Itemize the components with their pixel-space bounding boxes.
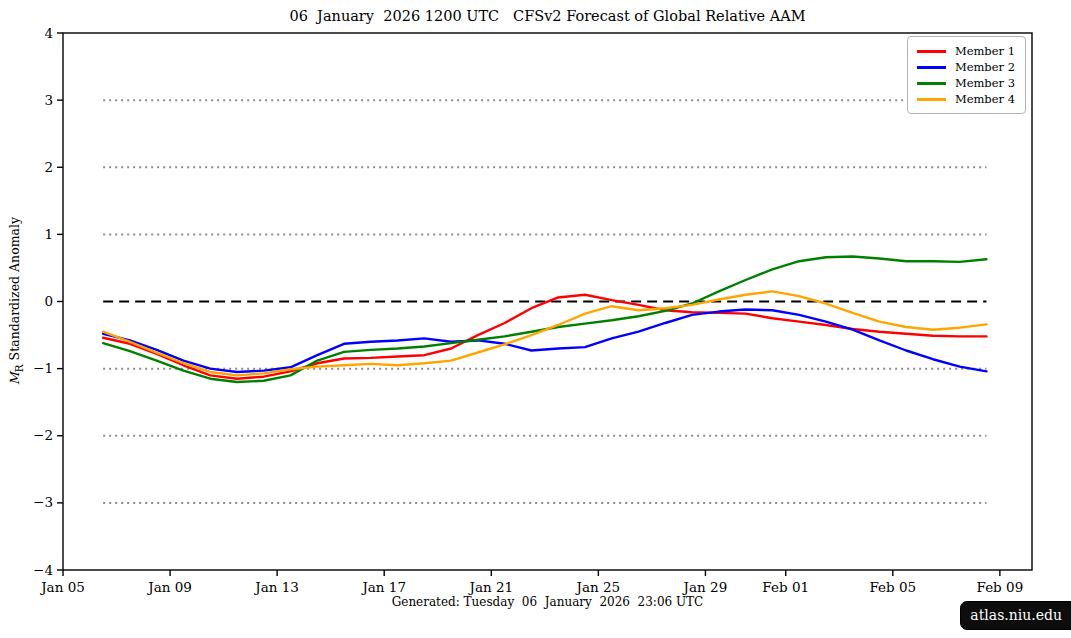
y-tick-label: −3 bbox=[33, 494, 53, 510]
y-tick-label: 3 bbox=[44, 92, 53, 108]
legend-item: Member 3 bbox=[917, 75, 1015, 91]
x-tick-label: Feb 09 bbox=[977, 579, 1024, 595]
y-tick-label: −2 bbox=[33, 427, 53, 443]
legend-item: Member 1 bbox=[917, 43, 1015, 59]
legend-item: Member 2 bbox=[917, 59, 1015, 75]
y-tick-label: 0 bbox=[44, 293, 53, 309]
x-tick-label: Feb 05 bbox=[869, 579, 916, 595]
x-tick-label: Jan 29 bbox=[682, 579, 728, 595]
x-tick-label: Feb 01 bbox=[762, 579, 809, 595]
legend-line-sample bbox=[917, 82, 946, 85]
x-tick-label: Jan 13 bbox=[253, 579, 299, 595]
legend-item: Member 4 bbox=[917, 91, 1015, 107]
legend-label: Member 1 bbox=[955, 43, 1015, 59]
y-tick-label: 4 bbox=[44, 25, 53, 41]
y-tick-label: 2 bbox=[44, 159, 53, 175]
y-tick-label: 1 bbox=[44, 226, 53, 242]
legend: Member 1Member 2Member 3Member 4 bbox=[907, 36, 1026, 114]
x-tick-label: Jan 09 bbox=[146, 579, 192, 595]
series-member-2 bbox=[103, 310, 986, 372]
aam-forecast-figure: 06 January 2026 1200 UTC CFSv2 Forecast … bbox=[0, 0, 1071, 638]
legend-line-sample bbox=[917, 98, 946, 101]
legend-label: Member 4 bbox=[955, 91, 1015, 107]
site-badge: atlas.niu.edu bbox=[960, 601, 1071, 630]
y-tick-label: −4 bbox=[33, 562, 53, 578]
legend-line-sample bbox=[917, 66, 946, 69]
legend-label: Member 3 bbox=[955, 75, 1015, 91]
x-tick-label: Jan 05 bbox=[39, 579, 85, 595]
generated-timestamp: Generated: Tuesday 06 January 2026 23:06… bbox=[63, 595, 1032, 609]
x-tick-label: Jan 25 bbox=[575, 579, 621, 595]
x-tick-label: Jan 21 bbox=[467, 579, 513, 595]
series-member-3 bbox=[103, 257, 986, 383]
x-tick-label: Jan 17 bbox=[360, 579, 406, 595]
legend-line-sample bbox=[917, 50, 946, 53]
y-tick-label: −1 bbox=[33, 360, 53, 376]
series-member-1 bbox=[103, 295, 986, 379]
legend-label: Member 2 bbox=[955, 59, 1015, 75]
